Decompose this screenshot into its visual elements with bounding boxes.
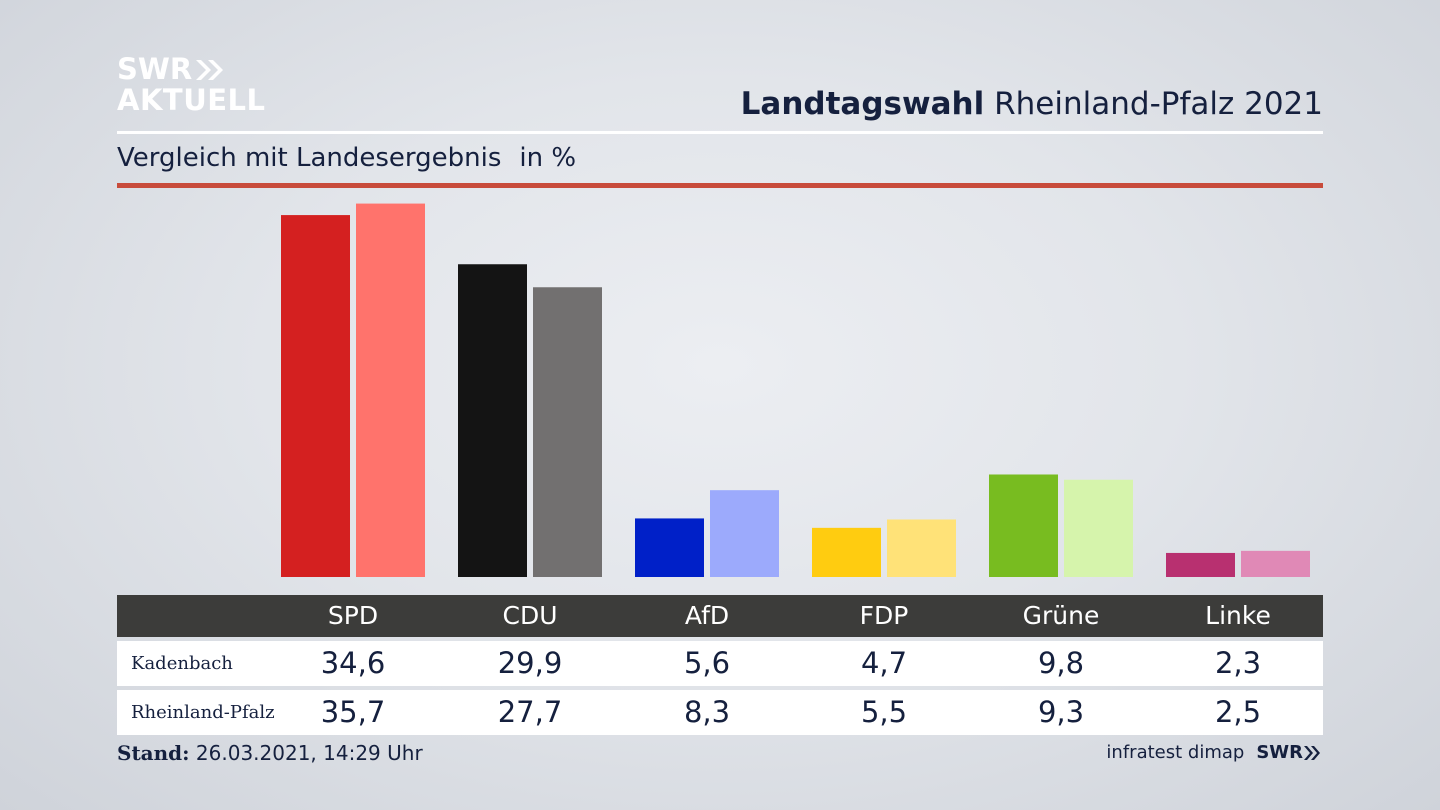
- row-label: Kadenbach: [131, 653, 233, 674]
- bar-afd-landesergebnis: [710, 490, 779, 577]
- bar-spd-kadenbach: [281, 215, 350, 578]
- row-label: Rheinland-Pfalz: [131, 702, 275, 723]
- stand-label: Stand:: [117, 741, 190, 765]
- table-cell: 9,8: [1037, 646, 1085, 680]
- table-cell: 34,6: [320, 646, 386, 680]
- double-chevron-icon: [196, 59, 224, 80]
- table-cell: 27,7: [497, 695, 563, 729]
- table-cell: 5,6: [683, 646, 731, 680]
- subtitle-text: Vergleich mit Landesergebnis: [117, 143, 502, 173]
- column-header: AfD: [684, 601, 730, 630]
- chart-subtitle: Vergleich mit Landesergebnis in %: [117, 143, 576, 173]
- title-rest: Rheinland-Pfalz 2021: [994, 86, 1323, 122]
- column-header: FDP: [859, 601, 909, 630]
- table-cell: 8,3: [683, 695, 731, 729]
- bar-afd-kadenbach: [635, 518, 704, 577]
- bar-fdp-kadenbach: [812, 527, 881, 577]
- results-table: SPD CDU AfD FDP Grüne Linke Kadenbach 34,6 29,…: [117, 595, 1323, 735]
- table-row: Rheinland-Pfalz 35,7 27,7 8,3 5,5 9,3 2,5: [117, 690, 1323, 735]
- table-cell: 4,7: [860, 646, 908, 680]
- title-bold: Landtagswahl: [740, 86, 985, 122]
- logo-aktuell-text: AKTUELL: [117, 83, 266, 117]
- footer-swr-logo: SWR: [1256, 742, 1323, 763]
- timestamp: Stand: 26.03.2021, 14:29 Uhr: [117, 741, 423, 765]
- bar-linke-landesergebnis: [1241, 550, 1310, 577]
- source-text: infratest dimap: [1106, 742, 1245, 763]
- table-header: SPD CDU AfD FDP Grüne Linke: [117, 595, 1323, 637]
- bar-fdp-landesergebnis: [887, 519, 956, 577]
- table-cell: 2,5: [1214, 695, 1262, 729]
- bar-cdu-kadenbach: [458, 264, 527, 577]
- footer-brand: SWR: [1256, 742, 1303, 763]
- table-cell: 9,3: [1037, 695, 1085, 729]
- page-title: Landtagswahl Rheinland-Pfalz 2021: [741, 86, 1323, 122]
- stand-value: 26.03.2021, 14:29 Uhr: [195, 741, 423, 765]
- accent-divider: [117, 183, 1323, 188]
- bar-spd-landesergebnis: [356, 203, 425, 577]
- column-header: Linke: [1205, 601, 1271, 630]
- header-divider: [117, 131, 1323, 134]
- table-row: Kadenbach 34,6 29,9 5,6 4,7 9,8 2,3: [117, 641, 1323, 686]
- table-cell: 5,5: [860, 695, 908, 729]
- logo-swr-text: SWR: [117, 52, 193, 86]
- subtitle-unit: in %: [519, 143, 577, 173]
- table-cell: 2,3: [1214, 646, 1262, 680]
- column-header: Grüne: [1022, 601, 1100, 630]
- column-header: SPD: [327, 601, 379, 630]
- bar-cdu-landesergebnis: [533, 287, 602, 577]
- source-credit: infratest dimap SWR: [1106, 742, 1323, 763]
- double-chevron-icon: [1304, 745, 1320, 760]
- table-cell: 29,9: [497, 646, 563, 680]
- table-cell: 35,7: [320, 695, 386, 729]
- swr-aktuell-logo: SWR AKTUELL: [117, 54, 266, 116]
- column-header: CDU: [502, 601, 558, 630]
- bar-grne-landesergebnis: [1064, 479, 1133, 577]
- bar-chart: [281, 203, 1310, 578]
- bar-linke-kadenbach: [1166, 552, 1235, 577]
- bar-grne-kadenbach: [989, 474, 1058, 577]
